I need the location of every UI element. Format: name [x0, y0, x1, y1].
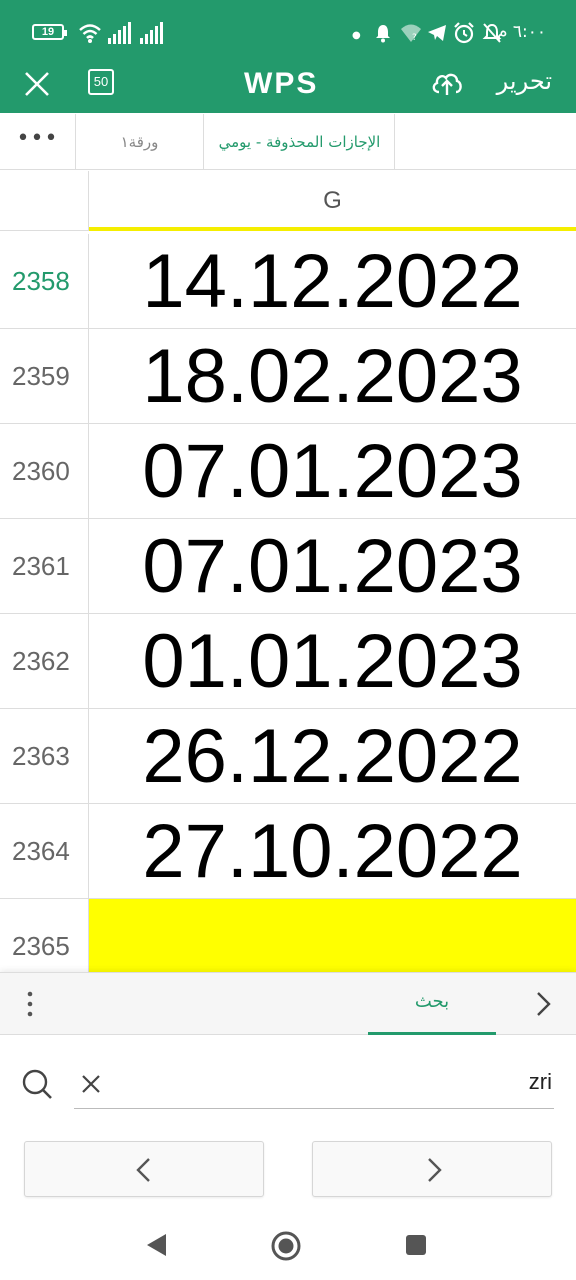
cell[interactable]: 14.12.2022	[142, 239, 523, 324]
chevron-right-icon[interactable]	[528, 989, 558, 1019]
app-bar: 50 WPS تحرير	[0, 55, 576, 113]
pages-count-button[interactable]: 50	[88, 69, 114, 95]
top-bar: 19 ● ?	[0, 0, 576, 113]
chevron-right-icon	[428, 1158, 442, 1182]
telegram-icon	[428, 25, 446, 41]
table-row: 2360 07.01.2023	[0, 424, 576, 519]
clear-icon[interactable]	[80, 1073, 102, 1095]
row-number[interactable]: 2363	[0, 709, 89, 803]
sheet-tabs: ••• ورقة١ الإجازات المحذوفة - يومي	[0, 114, 576, 170]
wifi-icon	[79, 24, 101, 43]
cell[interactable]: 27.10.2022	[142, 809, 523, 894]
bell-off-icon	[482, 23, 502, 43]
status-bar: 19 ● ?	[0, 14, 576, 50]
table-row: 2358 14.12.2022	[0, 234, 576, 329]
search-row: zri	[0, 1065, 576, 1117]
table-row: 2362 01.01.2023	[0, 614, 576, 709]
cell[interactable]: 18.02.2023	[142, 334, 523, 419]
search-panel: بحث zri	[0, 972, 576, 1210]
signal-icon-1	[108, 22, 133, 44]
rows: 2358 14.12.2022 2359 18.02.2023 2360 07.…	[0, 234, 576, 973]
column-header-g[interactable]: G	[89, 171, 576, 231]
edit-button[interactable]: تحرير	[496, 67, 552, 95]
row-number[interactable]: 2359	[0, 329, 89, 423]
cell[interactable]: 01.01.2023	[142, 619, 523, 704]
more-options-button[interactable]: •••	[0, 114, 76, 170]
home-icon[interactable]	[270, 1230, 302, 1262]
back-icon[interactable]	[144, 1232, 168, 1258]
search-input[interactable]: zri	[74, 1065, 554, 1109]
search-query: zri	[528, 1069, 552, 1094]
tab-search[interactable]: بحث	[368, 973, 496, 1035]
row-number[interactable]: 2364	[0, 804, 89, 898]
dot-icon: ●	[352, 30, 361, 41]
cell[interactable]	[89, 899, 576, 973]
app-logo: WPS	[244, 67, 319, 100]
cell[interactable]: 26.12.2022	[142, 714, 523, 799]
row-number[interactable]: 2361	[0, 519, 89, 613]
battery-icon: 19	[32, 24, 67, 40]
cell[interactable]: 07.01.2023	[142, 524, 523, 609]
bell-icon	[376, 25, 390, 43]
system-navigation-bar	[0, 1210, 576, 1280]
table-row: 2364 27.10.2022	[0, 804, 576, 899]
search-icon	[22, 1069, 52, 1099]
table-row: 2365	[0, 899, 576, 973]
close-icon[interactable]	[22, 69, 52, 99]
chevron-left-icon	[136, 1158, 150, 1182]
previous-result-button[interactable]	[24, 1141, 264, 1197]
alarm-icon	[454, 22, 474, 44]
svg-text:?: ?	[412, 33, 417, 43]
wifi-question-icon: ?	[401, 24, 421, 43]
cloud-upload-icon[interactable]	[430, 67, 464, 99]
status-time: ٦:٠٠ م	[496, 22, 546, 42]
cell[interactable]: 07.01.2023	[142, 429, 523, 514]
row-number[interactable]: 2358	[0, 234, 89, 328]
next-result-button[interactable]	[312, 1141, 552, 1197]
tab-sheet1[interactable]: ورقة١	[76, 114, 204, 170]
table-row: 2359 18.02.2023	[0, 329, 576, 424]
row-number[interactable]: 2362	[0, 614, 89, 708]
signal-icon-2	[140, 22, 165, 44]
tab-deleted-leaves-daily[interactable]: الإجازات المحذوفة - يومي	[205, 114, 395, 170]
table-row: 2361 07.01.2023	[0, 519, 576, 614]
spreadsheet-grid: G 2358 14.12.2022 2359 18.02.2023 2360 0…	[0, 171, 576, 973]
recents-icon[interactable]	[404, 1233, 428, 1257]
vertical-dots-icon[interactable]	[20, 989, 40, 1019]
battery-level: 19	[41, 26, 55, 38]
search-panel-header: بحث	[0, 973, 576, 1035]
table-row: 2363 26.12.2022	[0, 709, 576, 804]
select-all-corner[interactable]	[0, 171, 89, 231]
row-number[interactable]: 2365	[0, 899, 89, 973]
row-number[interactable]: 2360	[0, 424, 89, 518]
